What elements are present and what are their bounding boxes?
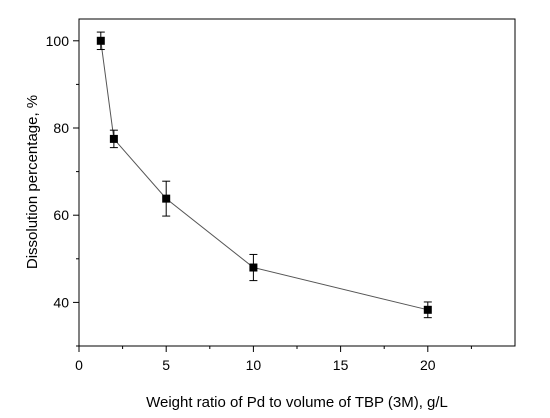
plot-frame	[79, 19, 515, 346]
x-tick-label: 10	[246, 357, 262, 373]
ticks: 0 5 10 15 20 40 60 80 100	[46, 33, 472, 373]
y-tick-label: 40	[53, 294, 69, 310]
data-point	[97, 37, 105, 45]
x-tick-label: 0	[75, 357, 83, 373]
y-tick-label: 60	[53, 207, 69, 223]
y-tick-label: 80	[53, 120, 69, 136]
y-tick-label: 100	[46, 33, 70, 49]
data-point	[110, 135, 118, 143]
x-tick-label: 20	[420, 357, 436, 373]
x-tick-label: 5	[162, 357, 170, 373]
data-point	[424, 306, 432, 314]
data-point	[249, 264, 257, 272]
data-point	[162, 195, 170, 203]
x-tick-label: 15	[333, 357, 349, 373]
series-line	[101, 41, 428, 310]
series-group	[97, 32, 432, 318]
x-axis-label: Weight ratio of Pd to volume of TBP (3M)…	[146, 394, 448, 411]
y-axis-label: Dissolution percentage, %	[24, 95, 41, 269]
